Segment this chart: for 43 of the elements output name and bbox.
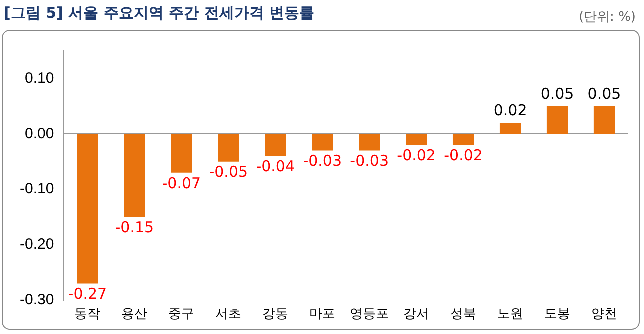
bar — [124, 134, 146, 218]
x-tick-label: 용산 — [122, 306, 148, 321]
x-tick-label: 중구 — [168, 306, 195, 321]
x-tick-label: 서초 — [216, 306, 242, 321]
bar — [452, 134, 474, 146]
data-label: 0.05 — [540, 84, 574, 103]
data-label: -0.07 — [162, 174, 202, 192]
y-tick-label: -0.30 — [20, 292, 54, 309]
y-tick-label: 0.10 — [24, 70, 54, 87]
data-label: 0.05 — [588, 84, 622, 103]
bar — [594, 106, 616, 134]
data-label: -0.04 — [256, 158, 296, 176]
x-tick-label: 영등포 — [350, 306, 390, 321]
data-label: 0.02 — [494, 101, 528, 120]
text: (단위: %) — [578, 9, 636, 26]
x-tick-label: 강동 — [262, 306, 289, 321]
data-label: -0.03 — [350, 152, 389, 170]
bar — [406, 134, 428, 146]
data-label: -0.27 — [68, 285, 108, 304]
data-label: -0.15 — [115, 218, 154, 237]
y-tick-label: -0.20 — [20, 236, 54, 254]
chart-title: [그림 5] 서울 주요지역 주간 전세가격 변동률 — [4, 4, 314, 23]
data-label: -0.05 — [209, 163, 248, 182]
data-label: -0.03 — [303, 152, 342, 170]
bar — [359, 134, 380, 151]
bar — [77, 134, 98, 284]
x-tick-label: 노원 — [498, 306, 524, 321]
data-label: -0.02 — [444, 146, 483, 165]
bar — [218, 134, 240, 162]
x-tick-label: 강서 — [404, 306, 430, 321]
y-tick-label: 0.00 — [24, 125, 54, 142]
data-label: -0.02 — [397, 146, 436, 165]
x-tick-label: 도봉 — [544, 306, 571, 321]
bar — [265, 134, 286, 156]
y-tick-label: -0.10 — [20, 180, 54, 198]
bar — [546, 106, 568, 134]
x-tick-label: 동작 — [74, 306, 101, 321]
x-tick-label: 마포 — [310, 306, 336, 321]
x-tick-label: 성북 — [450, 306, 477, 321]
bar — [171, 134, 192, 173]
bar — [500, 123, 522, 134]
bar — [312, 134, 334, 151]
x-tick-label: 양천 — [592, 306, 618, 321]
